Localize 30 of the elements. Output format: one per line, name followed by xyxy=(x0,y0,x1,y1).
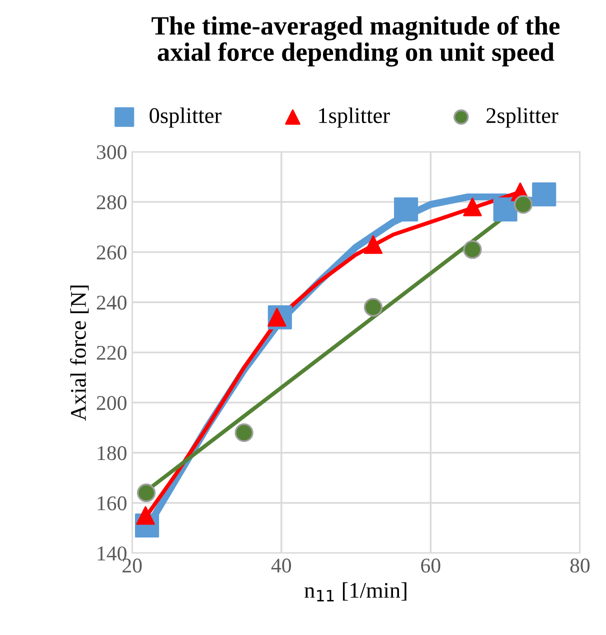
x-tick-label: 20 xyxy=(122,558,142,573)
point xyxy=(136,484,156,502)
y-tick-label: 260 xyxy=(96,245,126,260)
chart-title: The time-averaged magnitude of the axial force depending on unit speed xyxy=(152,16,560,67)
point xyxy=(532,182,556,206)
y-axis-title: Axial force [N] xyxy=(70,286,89,421)
x-tick-label: 60 xyxy=(421,558,440,573)
point xyxy=(364,298,383,317)
y-tick-label: 220 xyxy=(96,346,126,360)
point xyxy=(514,195,533,214)
point xyxy=(364,235,383,254)
x-tick-label: 80 xyxy=(570,558,590,573)
legend-label: 2splitter xyxy=(486,107,558,128)
y-tick-label: 280 xyxy=(96,195,126,210)
y-tick-label: 300 xyxy=(96,145,126,160)
x-axis-title: n$_{11}$ [1/min] xyxy=(304,582,406,602)
y-tick-label: 160 xyxy=(98,496,126,510)
y-tick-label: 180 xyxy=(98,446,126,460)
point xyxy=(234,423,254,442)
legend-label: 1splitter xyxy=(319,107,390,128)
y-tick-label: 240 xyxy=(96,296,126,310)
y-tick-label: 140 xyxy=(98,546,126,561)
point xyxy=(463,198,482,216)
y-tick-label: 200 xyxy=(96,396,126,410)
point xyxy=(136,506,155,525)
point xyxy=(493,197,518,222)
x-tick-label: 40 xyxy=(271,558,292,573)
point xyxy=(463,240,482,259)
point xyxy=(394,197,418,222)
legend-label: 0splitter xyxy=(150,107,222,128)
